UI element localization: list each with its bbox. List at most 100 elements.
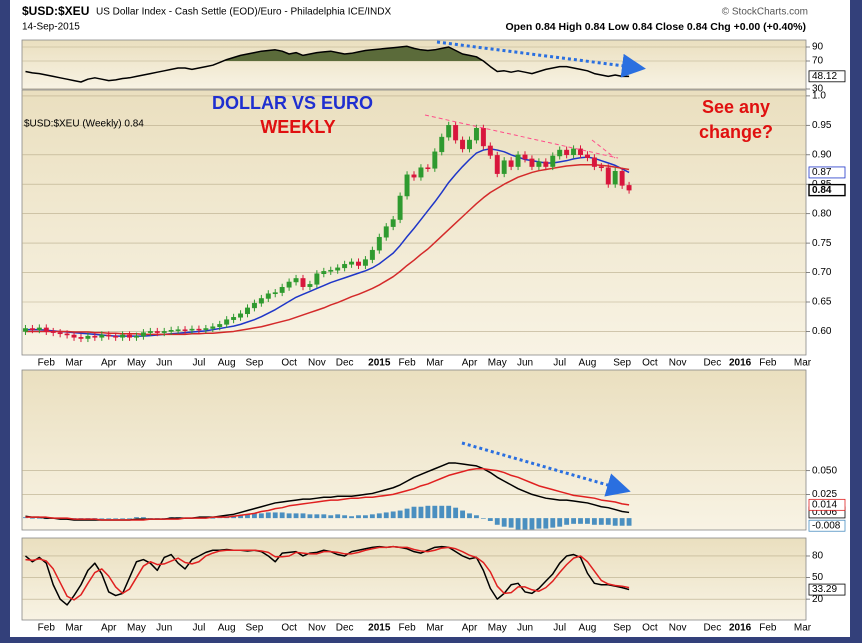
histogram-bar (578, 518, 583, 524)
histogram-bar (300, 513, 306, 519)
candle-body (446, 125, 452, 138)
candle-body (467, 139, 472, 150)
candle-body (480, 128, 486, 147)
x-tick-label: May (127, 623, 146, 634)
histogram-bar (619, 518, 625, 526)
candle-body (78, 337, 84, 339)
candle-body (342, 264, 348, 269)
histogram-bar (508, 518, 514, 528)
candle-body (612, 171, 618, 185)
candle-body (64, 333, 70, 336)
histogram-bar (397, 510, 403, 519)
x-tick-label: Aug (579, 623, 597, 634)
histogram-bar (612, 518, 618, 526)
candle-body (335, 267, 341, 271)
value-label: 0.84 (812, 185, 832, 196)
value-label: 48.12 (812, 71, 837, 82)
x-tick-label: Sep (613, 623, 631, 634)
candle-body (439, 136, 445, 153)
frame-bottom (0, 637, 862, 643)
value-label: -0.008 (812, 520, 841, 531)
histogram-bar (439, 505, 445, 519)
candle-body (182, 329, 188, 331)
histogram-bar (314, 514, 320, 519)
value-label-box (808, 166, 846, 179)
series-line (25, 468, 630, 521)
x-tick-label: Dec (336, 623, 354, 634)
y-tick-label: 0.025 (812, 489, 837, 500)
y-tick-label: 20 (812, 594, 824, 605)
histogram-bar (522, 518, 528, 530)
candle-body (328, 269, 334, 272)
candle-body (605, 167, 611, 185)
candle-body (134, 335, 139, 338)
candle-body (258, 298, 264, 304)
candle-body (425, 167, 431, 169)
histogram-bar (231, 516, 237, 519)
histogram-bar (446, 505, 452, 519)
candle-body (432, 151, 438, 169)
x-tick-label: Mar (65, 358, 83, 369)
histogram-bar (432, 505, 438, 519)
candle-body (265, 293, 271, 299)
x-tick-label: Feb (38, 623, 56, 634)
candle-body (557, 149, 563, 157)
histogram-bar (321, 514, 327, 519)
annotation-title: DOLLAR VS EURO (212, 93, 373, 113)
histogram-bar (460, 510, 465, 519)
date: 14-Sep-2015 (22, 22, 80, 33)
candle-body (515, 154, 521, 167)
candle-body (279, 287, 285, 293)
candle-body (578, 148, 583, 156)
candle-body (196, 328, 202, 331)
x-tick-label: Apr (101, 358, 117, 369)
panel-background (21, 537, 807, 621)
histogram-bar (501, 518, 507, 527)
candle-body (300, 278, 306, 287)
trend-line (424, 114, 619, 159)
legend: $USD:$XEU (Weekly) 0.84 (24, 119, 144, 130)
candle-body (619, 171, 625, 186)
histogram-bar (106, 518, 112, 519)
candle-body (113, 335, 119, 338)
x-tick-label: 2016 (729, 358, 752, 369)
x-tick-label: Feb (759, 358, 777, 369)
histogram-bar (210, 518, 216, 519)
histogram-bar (453, 507, 459, 519)
x-tick-label: Jun (156, 623, 172, 634)
candle-body (36, 327, 42, 330)
series-line (25, 45, 630, 83)
candle-body (161, 331, 167, 333)
histogram-bar (494, 518, 500, 525)
histogram-bar (376, 513, 382, 519)
candle-body (397, 195, 403, 220)
y-tick-label: 0.95 (812, 120, 832, 131)
histogram-bar (487, 518, 493, 521)
candle-body (411, 174, 417, 178)
x-tick-label: Jun (517, 358, 533, 369)
x-tick-label: Jul (553, 623, 566, 634)
x-tick-label: Dec (703, 358, 721, 369)
candle-body (508, 160, 514, 167)
candle-body (71, 334, 77, 338)
x-tick-label: Feb (759, 623, 777, 634)
x-tick-label: Feb (38, 358, 56, 369)
histogram-bar (328, 515, 334, 519)
candle-body (120, 334, 126, 338)
candle-body (473, 128, 479, 141)
panels (21, 39, 807, 621)
candle-body (92, 335, 98, 338)
x-tick-label: Jul (193, 358, 206, 369)
histogram-bar (99, 518, 105, 519)
candle-body (453, 125, 459, 141)
candle-body (29, 328, 35, 330)
candle-body (175, 329, 181, 331)
value-label-box (808, 183, 846, 197)
annotation-subtitle: WEEKLY (260, 117, 335, 137)
x-tick-label: May (488, 623, 507, 634)
y-tick-label: 90 (812, 42, 824, 53)
histogram-bar (245, 514, 250, 519)
histogram-bar (404, 508, 410, 519)
value-label-box (808, 519, 846, 532)
